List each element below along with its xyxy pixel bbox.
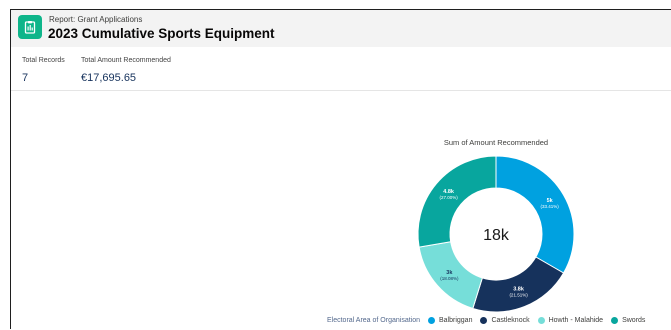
slice-percent-label: (33.41%): [541, 204, 560, 209]
legend-title: Electoral Area of Organisation: [327, 316, 420, 324]
chart-legend: Electoral Area of Organisation Balbrigga…: [327, 314, 653, 326]
slice-percent-label: (18.08%): [440, 276, 459, 281]
report-icon: [18, 15, 42, 39]
donut-center-total: 18k: [483, 227, 510, 244]
summary-bar: Total Records 7 Total Amount Recommended…: [11, 47, 671, 91]
legend-swatch: [428, 316, 435, 324]
legend-item-howth-malahide[interactable]: Howth - Malahide: [537, 316, 604, 324]
legend-item-castleknock[interactable]: Castleknock: [480, 316, 530, 324]
total-records-label: Total Records: [22, 57, 65, 64]
report-frame: Report: Grant Applications 2023 Cumulati…: [10, 9, 671, 329]
legend-item-swords[interactable]: Swords: [611, 316, 646, 324]
legend-swatch: [611, 316, 619, 324]
slice-percent-label: (27.00%): [439, 195, 458, 200]
legend-label: Swords: [622, 316, 646, 324]
legend-item-balbriggan[interactable]: Balbriggan: [428, 316, 473, 324]
total-amount-label: Total Amount Recommended: [81, 57, 171, 64]
chart-title: Sum of Amount Recommended: [443, 138, 549, 147]
report-header: Report: Grant Applications 2023 Cumulati…: [11, 10, 671, 48]
clipboard-icon: [24, 21, 36, 34]
slice-value-label: 3.8k: [513, 287, 525, 293]
legend-label: Balbriggan: [439, 316, 473, 324]
donut-slice-castleknock[interactable]: [472, 256, 565, 313]
total-amount-value: €17,695.65: [81, 72, 137, 84]
slice-value-label: 4.8k: [443, 189, 455, 195]
legend-label: Castleknock: [491, 316, 530, 324]
report-type-label: Report: Grant Applications: [49, 15, 143, 24]
legend-swatch: [480, 316, 488, 324]
donut-slice-balbriggan[interactable]: [495, 155, 575, 274]
slice-percent-label: (21.51%): [509, 293, 528, 298]
legend-label: Howth - Malahide: [548, 316, 604, 324]
legend-swatch: [537, 316, 545, 324]
donut-chart: 5k(33.41%) 3.8k(21.51%) 3k(18.08%) 4.8k(27.…: [417, 155, 575, 313]
page-title: 2023 Cumulative Sports Equipment: [48, 26, 275, 41]
chart-area: Sum of Amount Recommended 5k (33.41%) 3.8k…: [11, 90, 671, 330]
donut-slice-swords[interactable]: [417, 155, 497, 248]
total-records-value: 7: [22, 72, 29, 84]
slice-value-label: 3k: [446, 270, 453, 276]
slice-value-label: 5k: [547, 198, 554, 204]
